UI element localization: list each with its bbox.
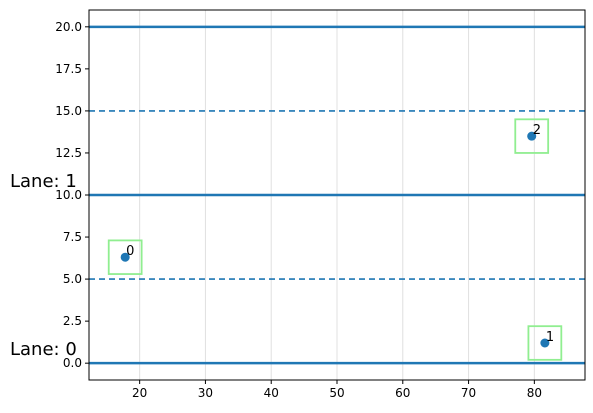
y-tick-label: 0.0 [63, 356, 82, 370]
vehicle-box [514, 118, 550, 154]
x-tick-label: 30 [198, 386, 213, 400]
x-tick-label: 40 [264, 386, 279, 400]
y-tick-label: 15.0 [55, 104, 82, 118]
x-tick-label: 60 [395, 386, 410, 400]
y-tick-label: 17.5 [55, 62, 82, 76]
y-tick-label: 2.5 [63, 314, 82, 328]
y-tick-label: 20.0 [55, 20, 82, 34]
x-tick-label: 70 [461, 386, 476, 400]
vehicle-boxes-layer [107, 118, 563, 361]
ticks-layer: 20 30 40 50 60 70 800.02.55.07.510.012.515.017… [55, 20, 542, 400]
scatter-point [120, 252, 130, 262]
lane-lines-layer [89, 25, 585, 365]
y-tick-label: 12.5 [55, 146, 82, 160]
y-tick-label: 7.5 [63, 230, 82, 244]
x-tick-label: 50 [329, 386, 344, 400]
vehicle-box [527, 325, 563, 361]
scatter-point [540, 338, 550, 348]
point-label: 0 [126, 244, 134, 259]
scatter-point [527, 131, 537, 141]
x-tick-label: 80 [527, 386, 542, 400]
points-layer: 0 1 2 [120, 123, 554, 348]
vehicle-box [107, 239, 143, 275]
point-label: 1 [546, 330, 554, 345]
lane-label: Lane: 1 [10, 171, 77, 192]
x-tick-label: 20 [132, 386, 147, 400]
lane-labels-layer: Lane: 0 Lane: 1 [10, 171, 77, 360]
y-tick-label: 10.0 [55, 188, 82, 202]
y-tick-label: 5.0 [63, 272, 82, 286]
point-label: 2 [533, 123, 541, 138]
lane-label: Lane: 0 [10, 339, 77, 360]
